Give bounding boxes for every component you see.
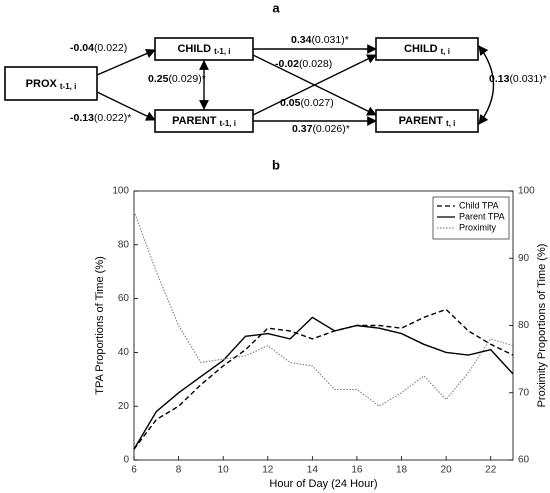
coefficient: 0.34 xyxy=(291,34,312,46)
node-name: PROX xyxy=(26,78,58,90)
y-tick-label: 0 xyxy=(123,455,129,466)
arrow xyxy=(478,45,495,125)
standard-error: (0.031)* xyxy=(509,73,546,85)
x-tick-label: 22 xyxy=(485,465,497,476)
node-name: CHILD xyxy=(177,43,211,55)
series-line xyxy=(133,316,514,450)
edge-label: -0.02(0.028) xyxy=(275,58,332,70)
x-tick-label: 20 xyxy=(441,465,453,476)
edge-label: 0.25(0.029)* xyxy=(148,73,206,85)
coefficient: 0.05 xyxy=(280,97,301,109)
y2-tick-label: 80 xyxy=(518,320,530,331)
x-tick-label: 18 xyxy=(396,465,408,476)
edge-label: 0.05(0.027) xyxy=(280,97,334,109)
coefficient: -0.13 xyxy=(70,112,94,124)
legend-label: Child TPA xyxy=(459,200,499,210)
standard-error: (0.029)* xyxy=(168,73,205,85)
coefficient: 0.37 xyxy=(292,123,313,135)
node-name: CHILD xyxy=(404,43,438,55)
edge-label: -0.04(0.022) xyxy=(70,42,127,54)
legend-label: Parent TPA xyxy=(459,211,505,221)
node-subscript: t-1, i xyxy=(214,47,230,56)
y2-tick-label: 90 xyxy=(518,253,530,264)
node-label: CHILD t-1, i xyxy=(177,43,230,56)
chart: b 6 8 10 12 14 16 18 20 22 0 20 40 60 80 100 60 70 80 90 100… xyxy=(94,157,548,489)
x-tick-label: 12 xyxy=(262,465,274,476)
y2-tick-label: 100 xyxy=(518,186,535,197)
y2-tick-label: 70 xyxy=(518,387,530,398)
standard-error: (0.028) xyxy=(299,58,332,70)
node-subscript: t, i xyxy=(441,47,450,56)
edge-label: 0.34(0.031)* xyxy=(291,34,349,46)
coefficient: -0.02 xyxy=(275,58,299,70)
node-label: PROX t-1, i xyxy=(26,78,77,91)
y2-tick-label: 60 xyxy=(518,455,530,466)
x-tick-label: 10 xyxy=(218,465,230,476)
node-box xyxy=(154,37,254,61)
node-name: PARENT xyxy=(399,115,444,127)
node-subscript: t-1, i xyxy=(219,119,235,128)
edge-label: 0.13(0.031)* xyxy=(489,73,547,85)
series-line xyxy=(133,308,514,450)
standard-error: (0.026)* xyxy=(312,123,349,135)
x-tick-label: 16 xyxy=(351,465,363,476)
y-tick-label: 100 xyxy=(112,186,129,197)
arrow xyxy=(252,54,377,116)
node-box xyxy=(154,109,254,133)
edge-label: 0.37(0.026)* xyxy=(292,123,350,135)
arrow xyxy=(96,48,156,76)
x-axis-title: Hour of Day (24 Hour) xyxy=(269,478,377,490)
y2-axis-title: Proximity Proportions of Time (%) xyxy=(536,244,548,408)
node-box xyxy=(4,66,98,101)
x-tick-label: 8 xyxy=(176,465,182,476)
standard-error: (0.027) xyxy=(300,97,333,109)
y-tick-label: 60 xyxy=(118,293,130,304)
node-subscript: t-1, i xyxy=(60,82,76,91)
node-box xyxy=(375,109,479,133)
y-axis-title: TPA Proportions of Time (%) xyxy=(94,256,106,395)
y-tick-label: 40 xyxy=(118,347,130,358)
edge-label: -0.13(0.022)* xyxy=(70,112,131,124)
node-subscript: t, i xyxy=(446,119,455,128)
node-label: PARENT t-1, i xyxy=(172,115,236,128)
legend-box xyxy=(432,196,510,240)
coefficient: 0.25 xyxy=(148,73,169,85)
x-tick-label: 6 xyxy=(131,465,137,476)
arrow xyxy=(96,91,156,121)
series-line xyxy=(133,211,514,407)
legend-label: Proximity xyxy=(459,222,497,232)
standard-error: (0.031)* xyxy=(311,34,348,46)
y-tick-label: 80 xyxy=(118,239,130,250)
node-label: CHILD t, i xyxy=(404,43,450,56)
node-label: PARENT t, i xyxy=(399,115,456,128)
coefficient: 0.13 xyxy=(489,73,510,85)
standard-error: (0.022) xyxy=(94,42,127,54)
y-tick-label: 20 xyxy=(118,401,130,412)
node-name: PARENT xyxy=(172,115,217,127)
chart-title: b xyxy=(272,157,280,172)
node-box xyxy=(375,37,479,61)
panel-label: a xyxy=(272,0,280,15)
coefficient: -0.04 xyxy=(70,42,94,54)
x-tick-label: 14 xyxy=(307,465,319,476)
standard-error: (0.022)* xyxy=(94,112,131,124)
